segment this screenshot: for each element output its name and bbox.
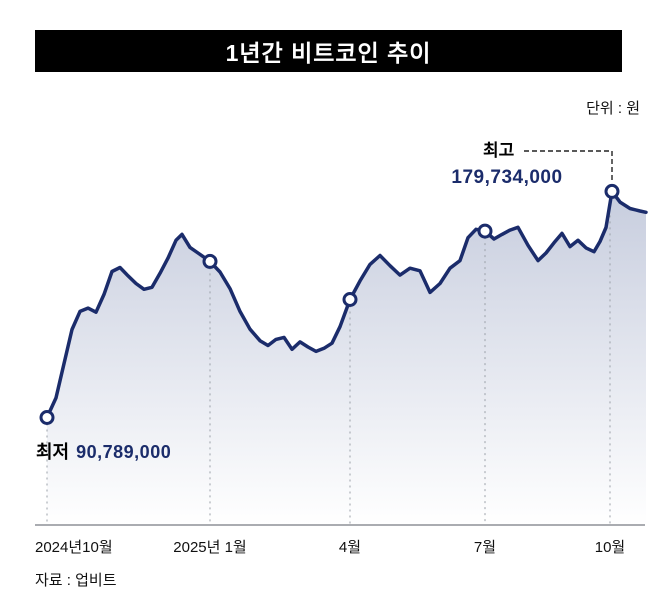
data-marker bbox=[202, 253, 218, 269]
x-tick-label: 4월 bbox=[338, 539, 362, 556]
min-annotation: 최저 90,789,000 bbox=[36, 438, 171, 464]
data-marker bbox=[604, 183, 620, 199]
chart-title-bar: 1년간 비트코인 추이 bbox=[35, 30, 622, 72]
data-marker bbox=[342, 292, 358, 307]
x-tick-label: 10월 bbox=[594, 539, 626, 556]
x-tick-label: 7월 bbox=[473, 539, 497, 556]
max-annotation-value: 179,734,000 bbox=[451, 167, 563, 188]
min-annotation-label: 최저 bbox=[36, 442, 70, 462]
max-callout-dash bbox=[524, 150, 613, 183]
source-label: 자료 : 업비트 bbox=[35, 572, 117, 589]
price-line bbox=[45, 189, 648, 420]
max-annotation-label: 최고 bbox=[483, 141, 515, 160]
data-marker bbox=[39, 410, 55, 425]
x-tick-label: 2025년 1월 bbox=[173, 539, 247, 556]
area-fill bbox=[47, 191, 646, 525]
unit-label: 단위 : 원 bbox=[586, 100, 640, 117]
chart-title: 1년간 비트코인 추이 bbox=[225, 40, 432, 66]
x-tick-label: 2024년10월 bbox=[35, 539, 113, 556]
data-marker bbox=[477, 223, 493, 239]
min-annotation-value: 90,789,000 bbox=[76, 442, 172, 462]
